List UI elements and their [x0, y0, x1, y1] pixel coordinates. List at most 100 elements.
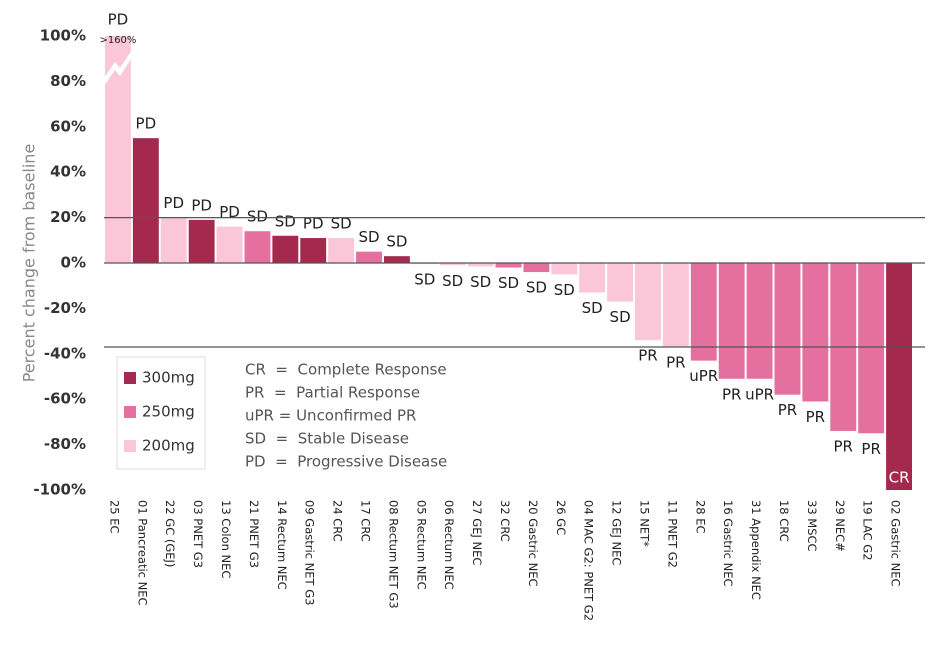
response-label: PR [806, 408, 825, 426]
response-label: SD [498, 274, 519, 292]
legend-label: 300mg [142, 369, 195, 387]
response-label: PR [722, 385, 741, 403]
axis-break [104, 50, 132, 86]
bar [467, 263, 494, 267]
bar [439, 263, 466, 266]
response-label: SD [247, 208, 268, 226]
value-label: >160% [99, 35, 136, 46]
abbreviation: CR = Complete Response [245, 361, 447, 379]
bar [690, 263, 717, 361]
bar [356, 251, 382, 263]
response-label: SD [386, 233, 407, 251]
bar [523, 263, 550, 273]
x-tick-label: 09 Gastric NET G3 [303, 500, 317, 605]
bar [244, 231, 271, 263]
x-tick-label: 19 LAC G2 [861, 500, 875, 561]
y-tick-label: -60% [44, 390, 86, 408]
response-label: PD [219, 203, 240, 221]
bar [886, 263, 912, 490]
abbreviation: PR = Partial Response [245, 384, 420, 402]
response-label: SD [554, 281, 575, 299]
x-tick-label: 22 GC (GEJ) [163, 500, 177, 567]
legend-swatch [124, 406, 136, 418]
legend-label: 200mg [142, 437, 195, 455]
response-label: PD [163, 194, 184, 212]
bar [188, 219, 215, 263]
x-tick-label: 02 Gastric NEC [889, 500, 903, 587]
bar [746, 263, 773, 379]
bar [635, 263, 661, 341]
y-tick-label: 100% [40, 27, 86, 45]
y-tick-label: 60% [50, 117, 86, 135]
bar [607, 263, 634, 302]
bar [216, 226, 243, 263]
x-tick-label: 16 Gastric NEC [721, 500, 735, 587]
response-label: PD [108, 11, 129, 29]
x-tick-label: 21 PNET G3 [247, 500, 261, 568]
abbreviation: PD = Progressive Disease [245, 453, 447, 471]
x-tick-label: 20 Gastric NEC [526, 500, 540, 587]
x-tick-label: 04 MAC G2: PNET G2 [582, 500, 596, 621]
bar [300, 238, 327, 263]
response-label: SD [526, 279, 547, 297]
y-tick-label: -20% [44, 299, 86, 317]
y-tick-label: -40% [44, 344, 86, 362]
response-label: PD [136, 115, 157, 133]
y-tick-label: 40% [50, 163, 86, 181]
x-tick-label: 03 PNET G3 [191, 500, 205, 568]
response-label: uPR [689, 367, 718, 385]
x-tick-label: 26 GC [554, 500, 568, 535]
bar [495, 263, 522, 268]
response-label: uPR [745, 385, 774, 403]
x-tick-label: 12 GEJ NEC [610, 500, 624, 565]
response-label: PR [834, 437, 853, 455]
x-tick-label: 33 MSCC [805, 500, 819, 552]
x-tick-label: 31 Appendix NEC [749, 500, 763, 600]
x-tick-label: 17 CRC [359, 500, 373, 542]
bar [858, 263, 885, 434]
response-label: SD [582, 299, 603, 317]
response-label: CR [889, 469, 910, 487]
bar [551, 263, 578, 275]
response-label: SD [470, 273, 491, 291]
bar [160, 217, 187, 263]
response-label: SD [275, 212, 296, 230]
response-label: PR [861, 440, 880, 458]
bar [718, 263, 745, 379]
x-tick-label: 14 Rectum NEC [275, 500, 289, 590]
response-label: PR [666, 353, 685, 371]
y-tick-label: 0% [61, 254, 86, 272]
x-tick-label: 29 NEC# [833, 500, 847, 552]
x-tick-label: 15 NET* [637, 500, 651, 547]
x-tick-label: 11 PNET G2 [665, 500, 679, 568]
bar [774, 263, 801, 395]
x-tick-label: 28 EC [693, 500, 707, 534]
bar [328, 238, 355, 263]
response-label: SD [331, 215, 352, 233]
response-label: SD [414, 271, 435, 289]
legend-swatch [124, 440, 136, 452]
x-tick-label: 24 CRC [331, 500, 345, 542]
x-tick-label: 32 CRC [498, 500, 512, 542]
x-tick-label: 25 EC [107, 500, 121, 534]
y-axis-label: Percent change from baseline [20, 144, 39, 383]
bar [132, 138, 159, 263]
abbreviation: uPR = Unconfirmed PR [245, 407, 416, 425]
x-tick-label: 05 Rectum NEC [414, 500, 428, 590]
y-tick-label: -100% [33, 481, 86, 499]
response-label: PR [778, 401, 797, 419]
response-label: PD [303, 215, 324, 233]
response-label: PD [191, 196, 212, 214]
bar [662, 263, 689, 347]
bars [105, 36, 912, 490]
bar [383, 256, 410, 263]
bar [802, 263, 829, 402]
y-tick-label: -80% [44, 435, 86, 453]
response-label: SD [610, 308, 631, 326]
response-label: SD [442, 272, 463, 290]
response-label: PR [638, 347, 657, 365]
response-label: SD [358, 228, 379, 246]
x-tick-label: 08 Rectum NET G3 [386, 500, 400, 609]
bar [579, 263, 606, 293]
